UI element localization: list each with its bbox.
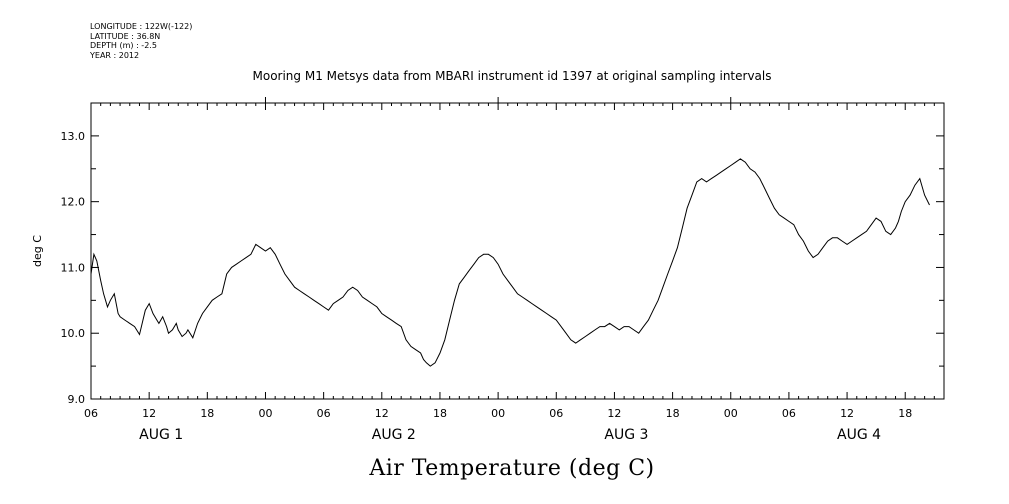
y-tick-label: 10.0 <box>61 327 86 340</box>
y-tick-label: 11.0 <box>61 261 86 274</box>
x-tick-label: 12 <box>142 407 156 420</box>
x-tick-label: 06 <box>549 407 563 420</box>
day-label: AUG 4 <box>837 427 881 443</box>
y-axis-label: deg C <box>31 235 44 267</box>
day-label: AUG 2 <box>372 427 416 443</box>
x-tick-label: 18 <box>898 407 912 420</box>
latitude-label: LATITUDE : 36.8N <box>90 31 161 41</box>
y-tick-label: 12.0 <box>61 196 86 209</box>
x-tick-label: 12 <box>607 407 621 420</box>
y-tick-label: 9.0 <box>68 393 86 406</box>
x-tick-label: 00 <box>491 407 505 420</box>
x-axis-label: Air Temperature (deg C) <box>368 456 654 481</box>
x-tick-label: 06 <box>84 407 98 420</box>
day-labels: AUG 1 AUG 2 AUG 3 AUG 4 <box>139 427 881 443</box>
y-axis: 9.0 10.0 11.0 12.0 13.0 <box>61 102 944 406</box>
x-tick-label: 06 <box>782 407 796 420</box>
x-axis: 06 12 18 00 06 12 18 00 06 12 18 00 06 12 18 <box>84 97 945 420</box>
longitude-label: LONGITUDE : 122W(-122) <box>90 22 193 31</box>
x-tick-label: 18 <box>433 407 447 420</box>
plot-frame <box>90 102 945 400</box>
y-tick-label: 13.0 <box>61 130 86 143</box>
x-tick-label: 00 <box>724 407 738 420</box>
series-line-air-temperature <box>90 158 930 367</box>
depth-label: DEPTH (m) : -2.5 <box>90 41 157 50</box>
station-metadata: LONGITUDE : 122W(-122) LATITUDE : 36.8N … <box>90 22 192 60</box>
day-label: AUG 3 <box>604 427 648 443</box>
x-tick-label: 12 <box>375 407 389 420</box>
x-tick-label: 00 <box>258 407 272 420</box>
day-label: AUG 1 <box>139 427 183 443</box>
chart-title: Mooring M1 Metsys data from MBARI instru… <box>253 69 772 83</box>
x-tick-label: 18 <box>666 407 680 420</box>
x-tick-label: 06 <box>317 407 331 420</box>
x-tick-label: 18 <box>200 407 214 420</box>
x-tick-label: 12 <box>840 407 854 420</box>
year-label: YEAR : 2012 <box>90 50 140 60</box>
